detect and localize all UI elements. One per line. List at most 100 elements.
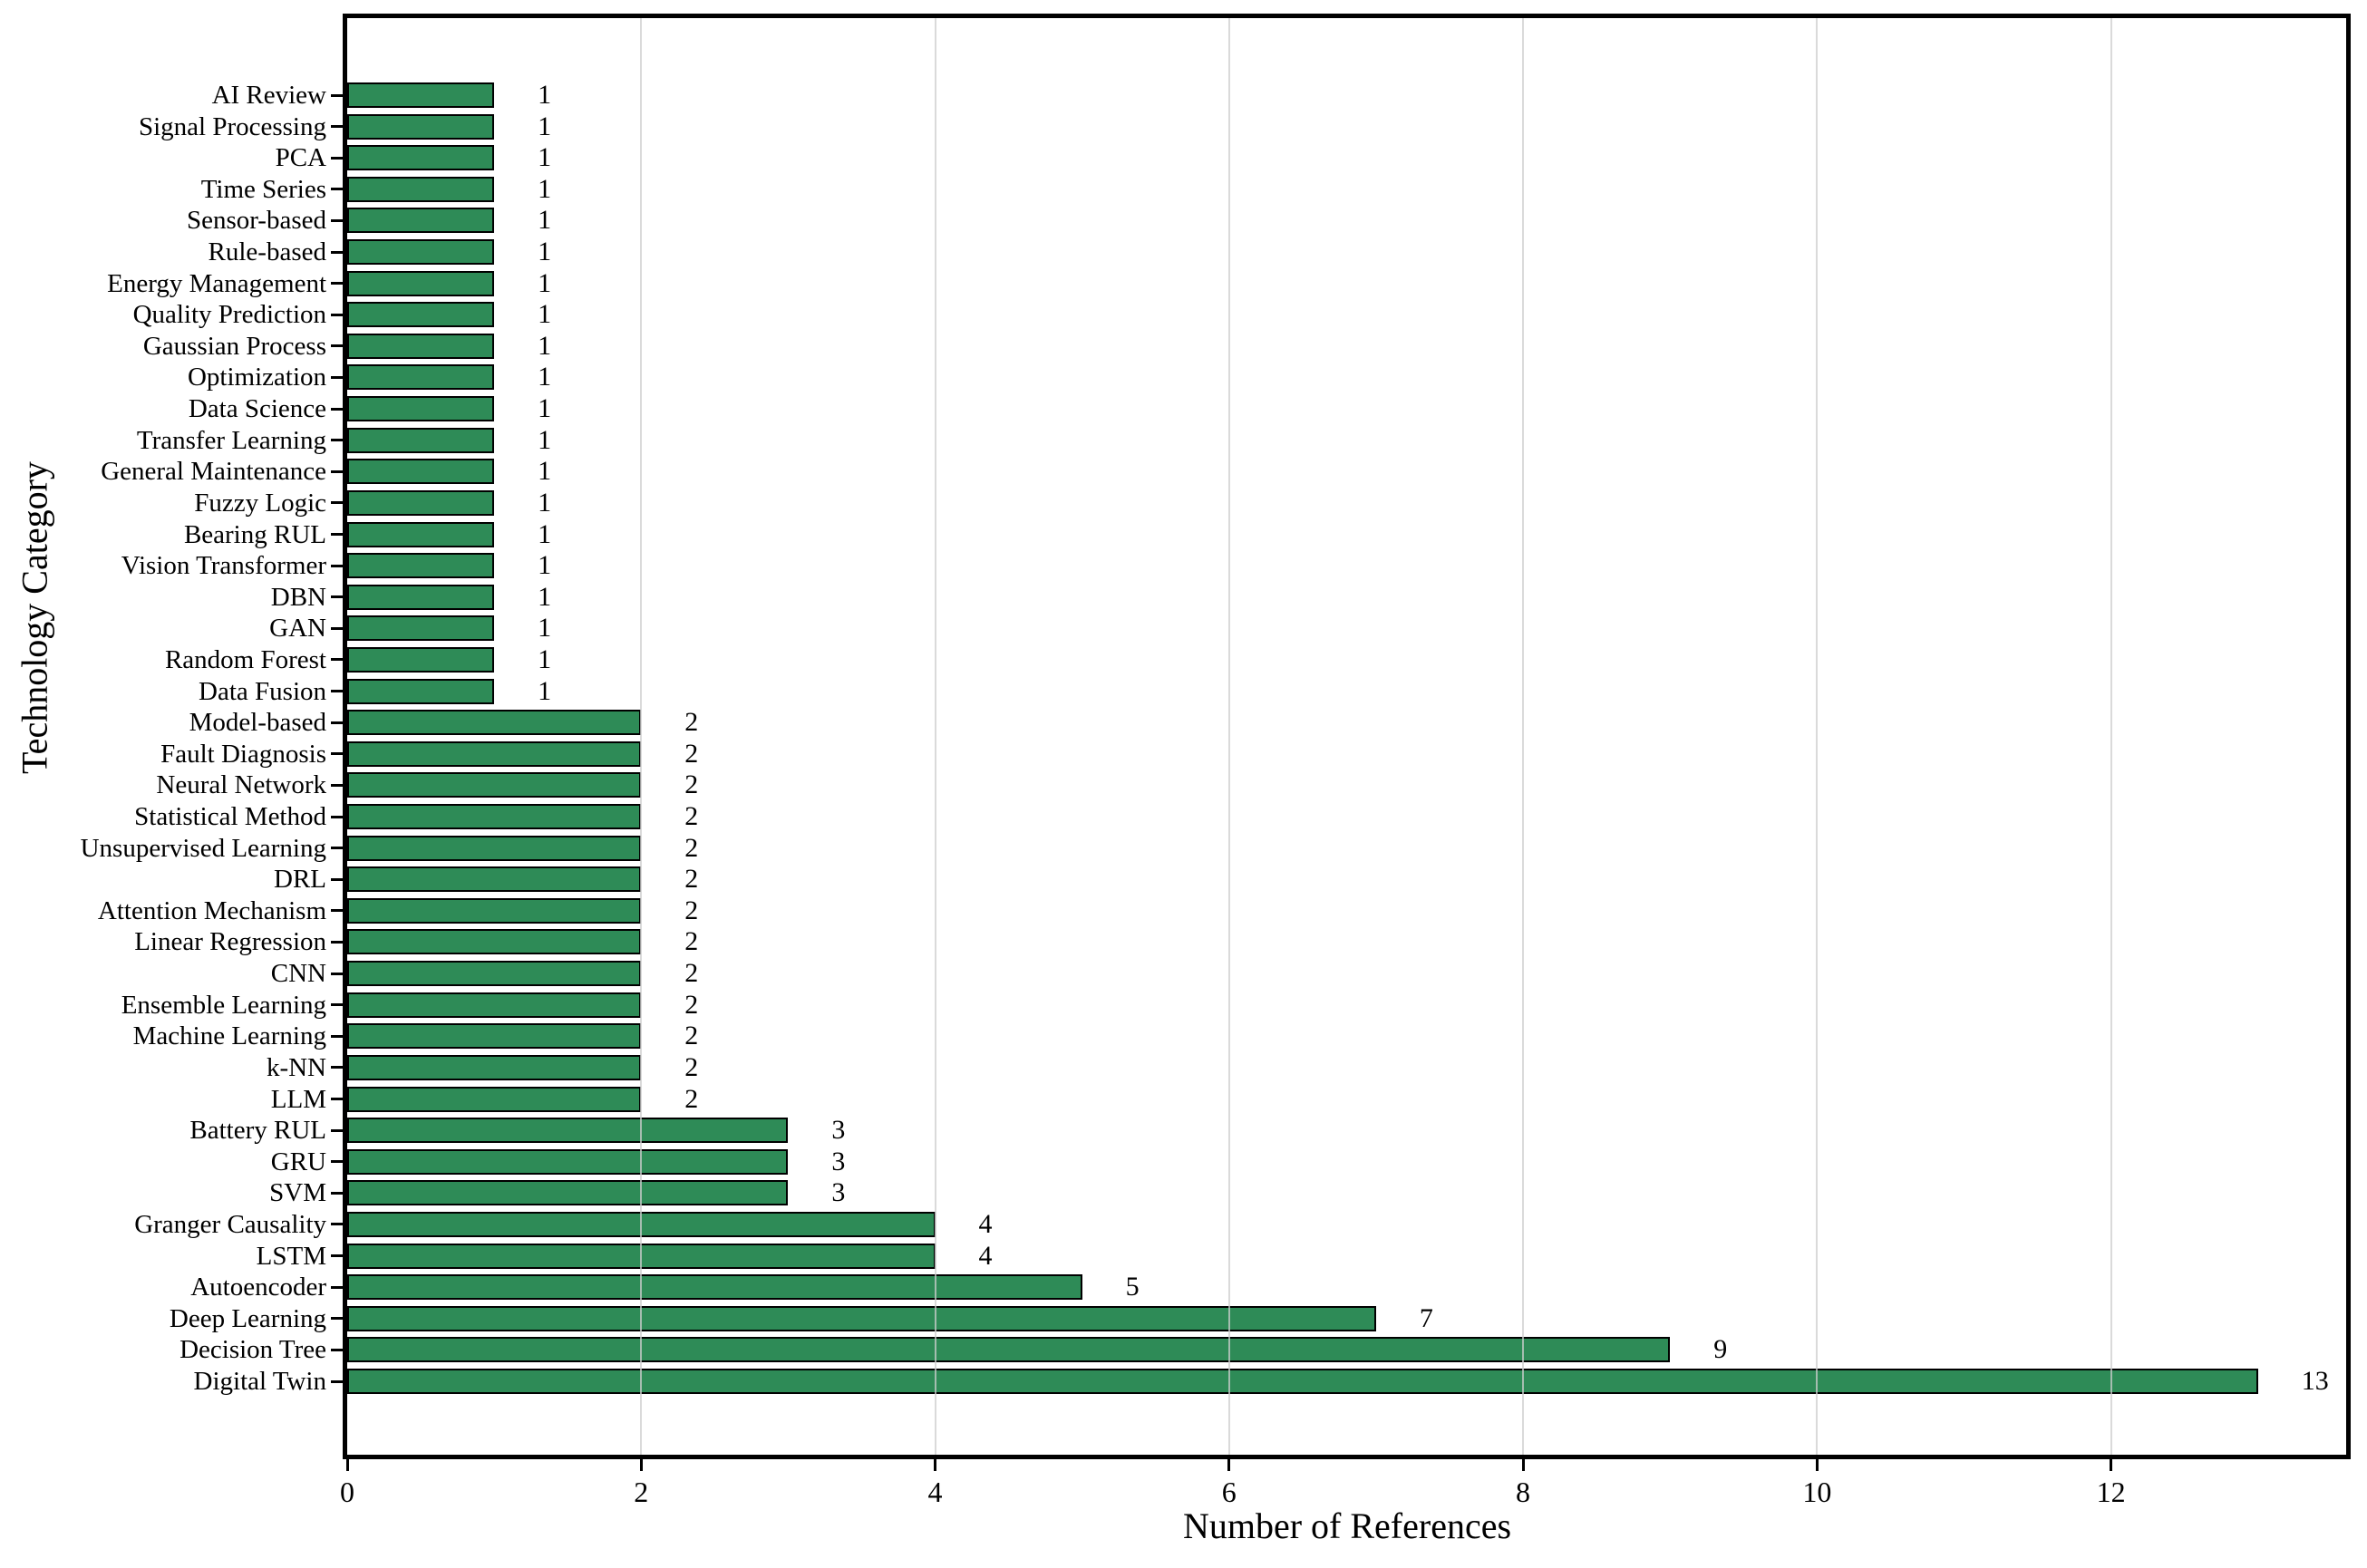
x-tick-mark — [345, 1459, 349, 1471]
category-tick-label: Random Forest — [164, 644, 326, 674]
category-tick-label: Signal Processing — [138, 111, 326, 141]
bar — [347, 489, 495, 516]
bar — [347, 208, 495, 234]
category-tick-label: LLM — [270, 1084, 326, 1114]
gridline — [1227, 18, 1230, 1455]
y-tick-mark — [331, 972, 343, 975]
category-tick-label: Autoencoder — [190, 1273, 326, 1302]
category-tick-label: General Maintenance — [101, 457, 326, 487]
y-tick-mark — [331, 156, 343, 160]
bar-value-label: 2 — [684, 958, 699, 989]
y-tick-mark — [331, 1285, 343, 1289]
bar — [347, 239, 495, 266]
y-tick-mark — [331, 1317, 343, 1321]
bar — [347, 772, 642, 799]
bar-value-label: 2 — [684, 1021, 699, 1051]
bar — [347, 866, 642, 893]
gridline — [934, 18, 936, 1455]
bar — [347, 1369, 2258, 1394]
bar-value-label: 2 — [684, 1051, 699, 1082]
y-tick-mark — [331, 125, 343, 129]
x-tick-label: 8 — [1516, 1476, 1531, 1508]
bar — [347, 740, 642, 767]
bar — [347, 82, 495, 108]
category-tick-label: Gaussian Process — [142, 331, 326, 361]
bar-value-label: 1 — [538, 518, 552, 549]
category-tick-label: GRU — [270, 1147, 326, 1176]
bar-value-label: 2 — [684, 864, 699, 895]
category-tick-label: Data Fusion — [199, 676, 326, 706]
bar — [347, 459, 495, 485]
y-tick-mark — [331, 1160, 343, 1164]
y-tick-mark — [331, 439, 343, 442]
y-tick-mark — [331, 909, 343, 913]
category-tick-label: LSTM — [256, 1241, 326, 1271]
category-tick-label: Attention Mechanism — [97, 895, 326, 925]
bar-value-label: 13 — [2301, 1366, 2329, 1396]
y-tick-mark — [331, 940, 343, 944]
x-tick-label: 2 — [634, 1476, 649, 1508]
bar — [347, 521, 495, 547]
category-tick-label: Ensemble Learning — [121, 990, 326, 1020]
y-tick-mark — [331, 690, 343, 693]
bar — [347, 897, 642, 924]
x-tick-mark — [2110, 1459, 2113, 1471]
y-tick-mark — [331, 313, 343, 316]
gridline — [1816, 18, 1819, 1455]
category-tick-label: Fault Diagnosis — [160, 739, 326, 769]
category-tick-label: AI Review — [211, 81, 326, 110]
category-tick-label: Bearing RUL — [183, 519, 326, 549]
category-tick-label: Quality Prediction — [132, 300, 326, 330]
bar-value-label: 7 — [1419, 1302, 1433, 1333]
bar-value-label: 1 — [538, 456, 552, 487]
x-tick-mark — [934, 1459, 937, 1471]
bar — [347, 553, 495, 579]
category-tick-label: Battery RUL — [189, 1116, 326, 1146]
bar-value-label: 1 — [538, 487, 552, 518]
bar — [347, 1274, 1082, 1301]
bar — [347, 1180, 789, 1206]
bar-value-label: 2 — [684, 989, 699, 1020]
bar-value-label: 9 — [1713, 1334, 1728, 1365]
category-tick-label: Statistical Method — [134, 802, 326, 832]
bar — [347, 1086, 642, 1112]
y-tick-mark — [331, 595, 343, 599]
category-tick-label: GAN — [269, 614, 326, 644]
gridline — [1522, 18, 1525, 1455]
bar — [347, 961, 642, 987]
bar — [347, 835, 642, 861]
bar-value-label: 1 — [538, 299, 552, 330]
category-tick-label: Granger Causality — [134, 1209, 326, 1239]
y-tick-mark — [331, 93, 343, 97]
y-tick-mark — [331, 375, 343, 379]
category-tick-label: k-NN — [266, 1052, 326, 1082]
category-tick-label: SVM — [269, 1178, 326, 1208]
category-tick-label: Model-based — [189, 708, 326, 738]
x-tick-label: 4 — [927, 1476, 943, 1508]
y-tick-mark — [331, 815, 343, 818]
bar-value-label: 1 — [538, 644, 552, 674]
bar-value-label: 1 — [538, 80, 552, 110]
bar-value-label: 1 — [538, 142, 552, 173]
bar-value-label: 1 — [538, 205, 552, 236]
gridline — [2110, 18, 2112, 1455]
y-tick-mark — [331, 1034, 343, 1038]
bar-value-label: 2 — [684, 1083, 699, 1114]
bar — [347, 113, 495, 140]
x-tick-mark — [1815, 1459, 1819, 1471]
y-tick-mark — [331, 188, 343, 191]
bar-value-label: 1 — [538, 173, 552, 204]
y-tick-mark — [331, 877, 343, 881]
category-tick-label: PCA — [275, 143, 326, 173]
x-axis-title: Number of References — [1182, 1505, 1512, 1546]
bar — [347, 584, 495, 610]
bar — [347, 678, 495, 704]
y-tick-mark — [331, 1223, 343, 1226]
y-tick-mark — [331, 469, 343, 473]
y-tick-mark — [331, 533, 343, 537]
bar-value-label: 2 — [684, 738, 699, 769]
category-tick-label: Neural Network — [156, 770, 326, 800]
y-tick-mark — [331, 1379, 343, 1383]
bar-value-label: 2 — [684, 801, 699, 832]
bar — [347, 1337, 1671, 1363]
